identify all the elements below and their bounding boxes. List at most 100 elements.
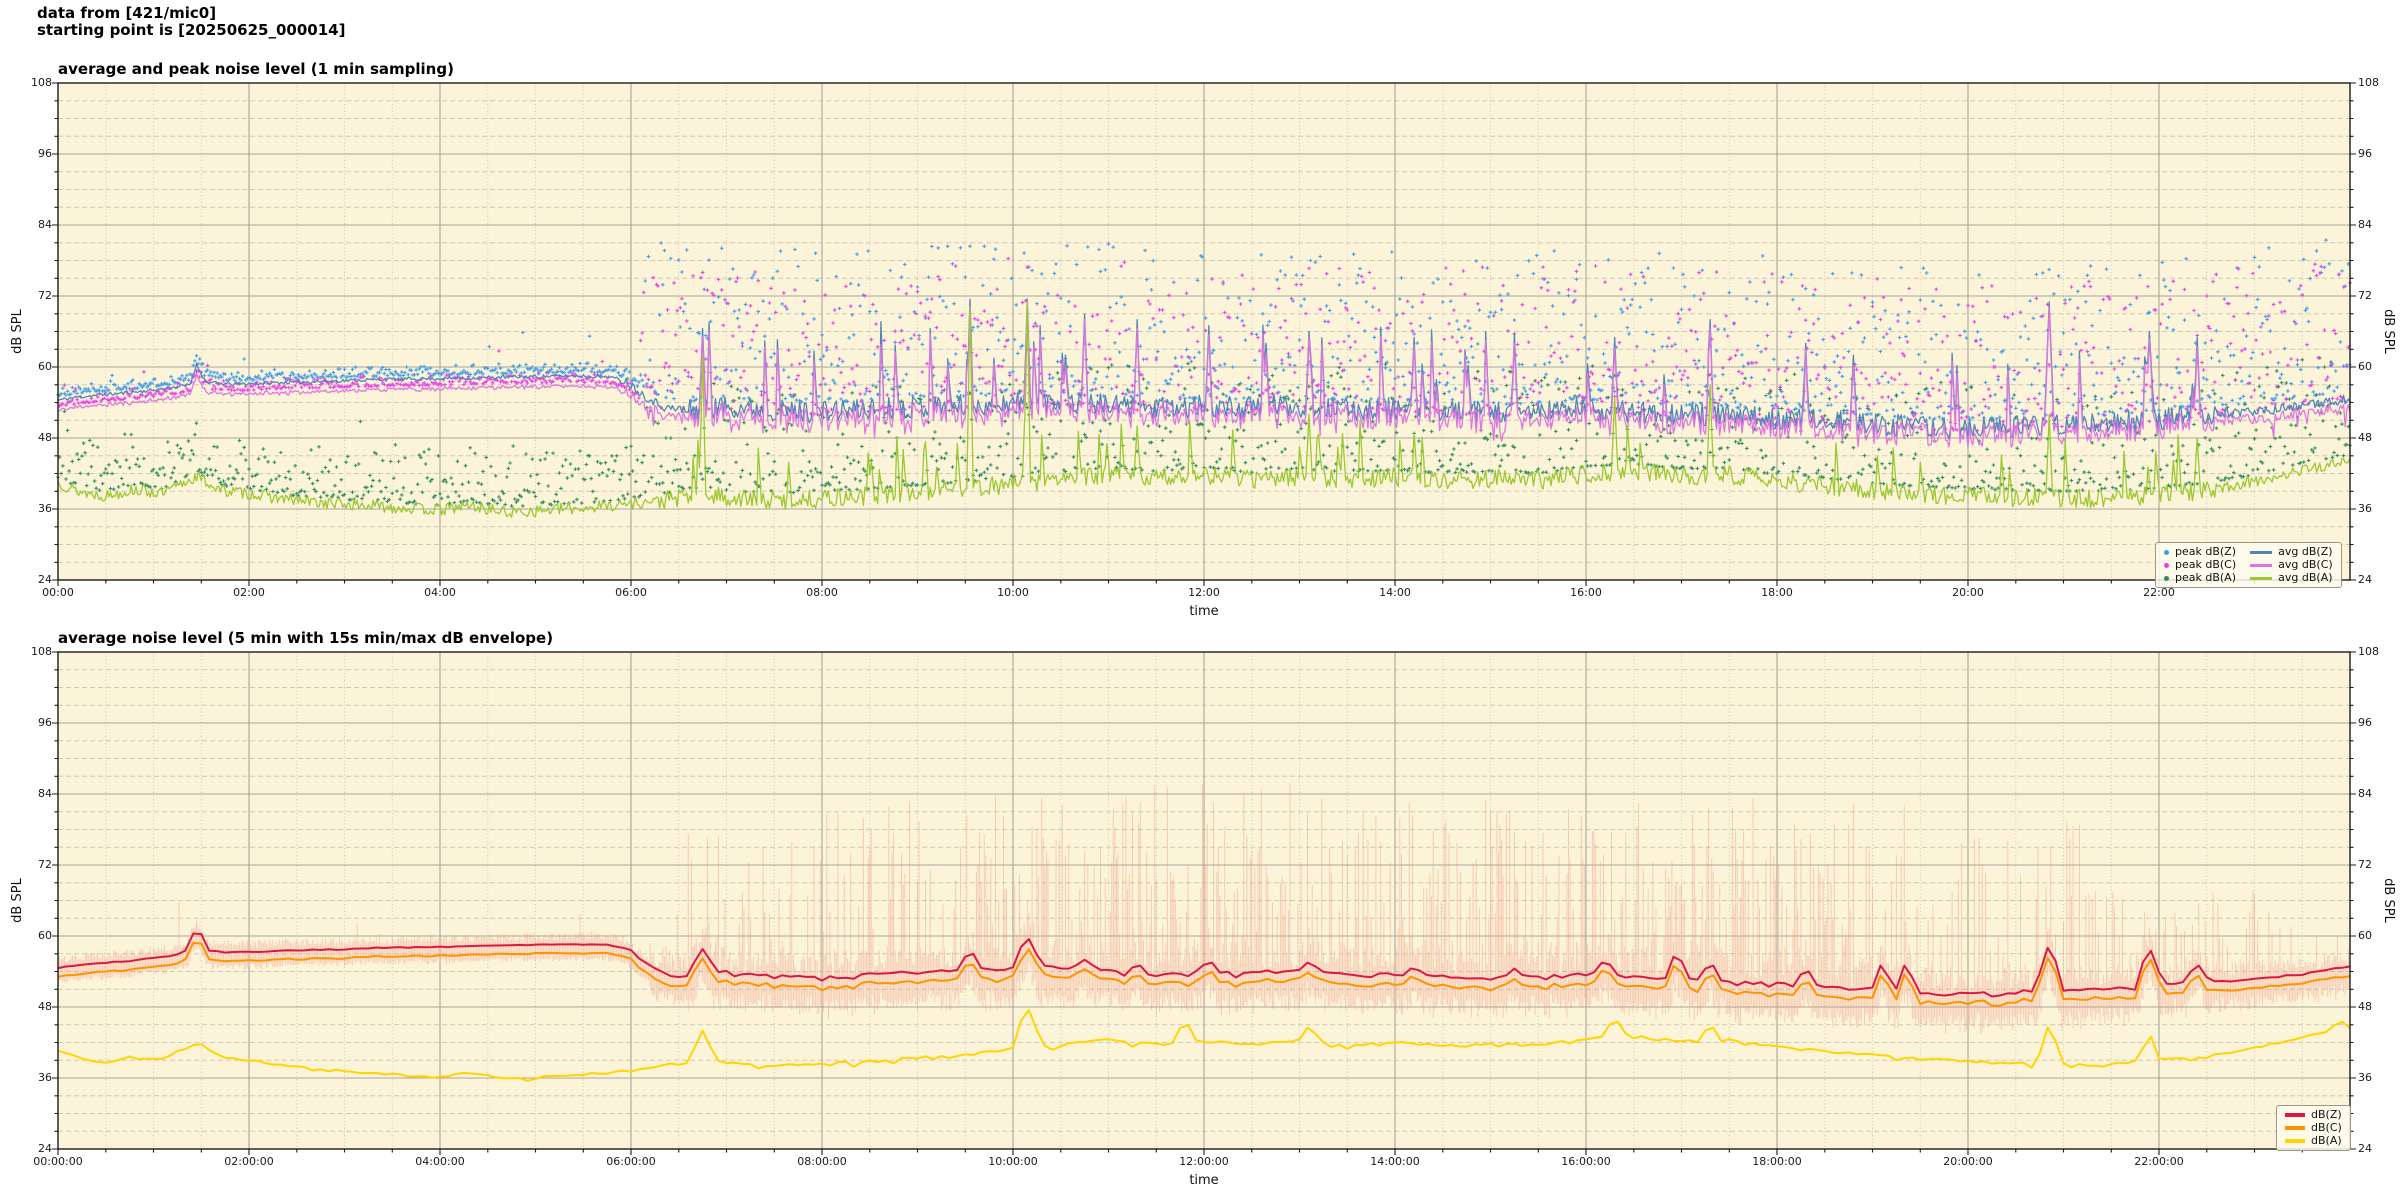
legend-line-swatch	[2285, 1139, 2305, 1143]
chart1-x-axis-label: time	[1189, 604, 1219, 619]
y-tick-label-left: 84	[38, 218, 52, 231]
x-tick-label: 22:00	[2143, 586, 2175, 599]
legend-label: avg dB(C)	[2278, 558, 2333, 571]
y-tick-label-left: 72	[38, 858, 52, 871]
legend-label: avg dB(A)	[2278, 571, 2333, 584]
x-tick-label: 00:00:00	[33, 1155, 83, 1168]
x-tick-label: 02:00:00	[224, 1155, 274, 1168]
line-avg-db-a-	[57, 301, 2351, 518]
line-db-c-	[57, 941, 2351, 1007]
y-tick-label-left: 48	[38, 431, 52, 444]
line-db-z-	[57, 932, 2351, 998]
legend-marker-icon	[2164, 549, 2169, 555]
x-tick-label: 08:00:00	[797, 1155, 847, 1168]
y-tick-label-right: 36	[2358, 502, 2372, 515]
y-tick-label-left: 96	[38, 147, 52, 160]
chart1-legend: peak dB(Z) avg dB(Z) peak dB(C) avg dB(C) pe…	[2155, 542, 2342, 588]
y-tick-label-right: 60	[2358, 929, 2372, 942]
y-tick-label-right: 72	[2358, 289, 2372, 302]
x-tick-label: 00:00	[42, 586, 74, 599]
legend-item-db-c-: dB(C)	[2285, 1122, 2342, 1134]
x-tick-label: 06:00:00	[606, 1155, 656, 1168]
x-tick-label: 20:00	[1952, 586, 1984, 599]
line-db-a-	[57, 1009, 2351, 1082]
y-tick-label-left: 36	[38, 502, 52, 515]
legend-item-peak-db-c-: peak dB(C)	[2164, 559, 2236, 571]
x-tick-label: 16:00:00	[1561, 1155, 1611, 1168]
x-tick-label: 12:00:00	[1179, 1155, 1229, 1168]
x-tick-label: 20:00:00	[1943, 1155, 1993, 1168]
legend-item-avg-db-c-: avg dB(C)	[2250, 559, 2333, 571]
y-tick-label-left: 96	[38, 716, 52, 729]
y-tick-label-right: 24	[2358, 1142, 2372, 1155]
y-tick-label-left: 48	[38, 1000, 52, 1013]
y-tick-label-right: 108	[2358, 76, 2379, 89]
x-tick-label: 12:00	[1188, 586, 1220, 599]
y-tick-label-right: 96	[2358, 147, 2372, 160]
legend-item-avg-db-z-: avg dB(Z)	[2250, 546, 2333, 558]
x-tick-label: 18:00:00	[1752, 1155, 1802, 1168]
legend-label: dB(C)	[2311, 1121, 2342, 1134]
y-tick-label-right: 60	[2358, 360, 2372, 373]
major-grid	[58, 652, 2350, 1149]
legend-line-swatch	[2250, 576, 2273, 580]
y-tick-label-left: 36	[38, 1071, 52, 1084]
y-tick-label-right: 108	[2358, 645, 2379, 658]
legend-line-swatch	[2250, 550, 2273, 554]
y-tick-label-right: 48	[2358, 431, 2372, 444]
x-tick-label: 08:00	[806, 586, 838, 599]
y-tick-label-left: 24	[38, 573, 52, 586]
legend-label: peak dB(Z)	[2175, 545, 2237, 558]
y-tick-label-right: 72	[2358, 858, 2372, 871]
header-line-1: data from [421/mic0]	[37, 4, 217, 22]
x-tick-label: 16:00	[1570, 586, 1602, 599]
legend-line-swatch	[2285, 1113, 2305, 1117]
y-tick-label-right: 24	[2358, 573, 2372, 586]
x-tick-label: 10:00	[997, 586, 1029, 599]
legend-item-db-a-: dB(A)	[2285, 1135, 2342, 1147]
x-tick-label: 22:00:00	[2134, 1155, 2184, 1168]
x-tick-label: 06:00	[615, 586, 647, 599]
x-tick-label: 02:00	[233, 586, 265, 599]
legend-label: dB(A)	[2311, 1134, 2342, 1147]
chart2-title: average noise level (5 min with 15s min/…	[58, 629, 554, 647]
major-grid	[58, 83, 2350, 580]
chart1-title: average and peak noise level (1 min samp…	[58, 60, 454, 78]
legend-marker-icon	[2164, 575, 2169, 581]
y-tick-label-left: 84	[38, 787, 52, 800]
legend-label: peak dB(A)	[2175, 571, 2236, 584]
header-line-2: starting point is [20250625_000014]	[37, 21, 346, 39]
y-tick-label-left: 108	[31, 645, 52, 658]
y-tick-label-left: 24	[38, 1142, 52, 1155]
y-tick-label-right: 36	[2358, 1071, 2372, 1084]
line-avg-db-c-	[57, 305, 2351, 448]
chart2-x-axis-label: time	[1189, 1173, 1219, 1188]
legend-line-swatch	[2285, 1126, 2305, 1130]
y-tick-label-left: 60	[38, 360, 52, 373]
legend-marker-icon	[2164, 562, 2169, 568]
y-tick-label-right: 84	[2358, 787, 2372, 800]
x-tick-label: 14:00	[1379, 586, 1411, 599]
x-tick-label: 04:00	[424, 586, 456, 599]
chart2-legend: dB(Z) dB(C) dB(A)	[2276, 1105, 2351, 1151]
x-tick-label: 18:00	[1761, 586, 1793, 599]
legend-item-avg-db-a-: avg dB(A)	[2250, 572, 2333, 584]
y-tick-label-right: 96	[2358, 716, 2372, 729]
y-tick-label-right: 48	[2358, 1000, 2372, 1013]
y-tick-label-left: 72	[38, 289, 52, 302]
legend-label: dB(Z)	[2311, 1108, 2342, 1121]
legend-label: avg dB(Z)	[2278, 545, 2333, 558]
x-tick-label: 14:00:00	[1370, 1155, 1420, 1168]
legend-item-db-z-: dB(Z)	[2285, 1109, 2342, 1121]
legend-label: peak dB(C)	[2175, 558, 2237, 571]
y-tick-label-left: 108	[31, 76, 52, 89]
y-tick-label-right: 84	[2358, 218, 2372, 231]
y-tick-label-left: 60	[38, 929, 52, 942]
legend-item-peak-db-a-: peak dB(A)	[2164, 572, 2236, 584]
x-tick-label: 10:00:00	[988, 1155, 1038, 1168]
legend-line-swatch	[2250, 563, 2273, 567]
x-tick-label: 04:00:00	[415, 1155, 465, 1168]
legend-item-peak-db-z-: peak dB(Z)	[2164, 546, 2236, 558]
